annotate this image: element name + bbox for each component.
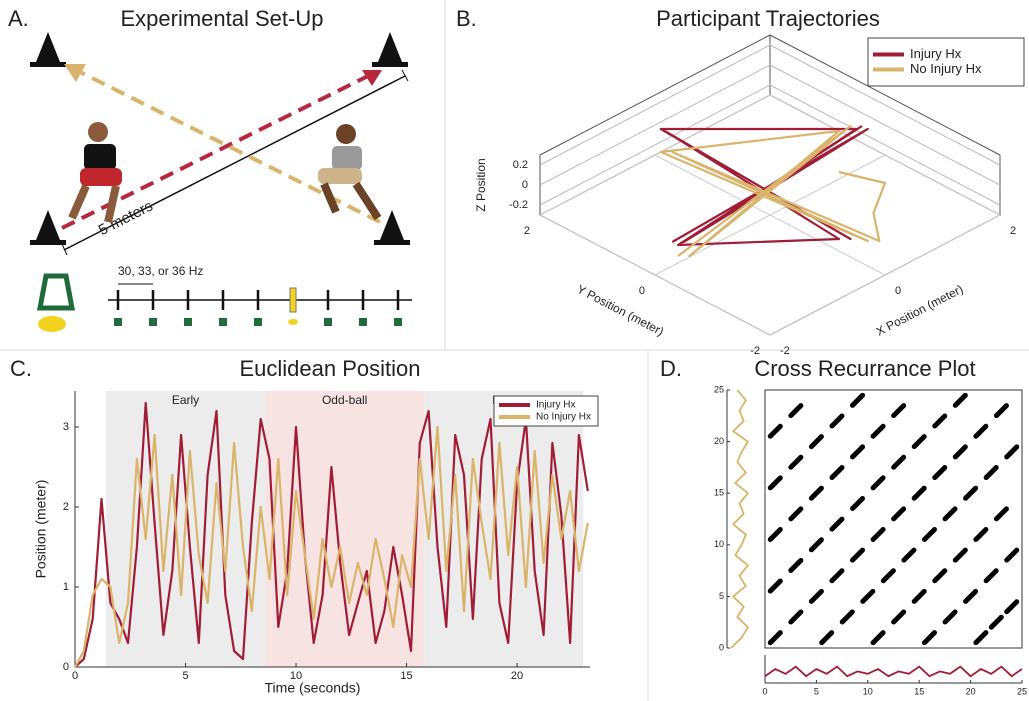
x-tick-label: 10 bbox=[863, 686, 873, 696]
region-label: Early bbox=[172, 393, 199, 407]
z-tick-label: 0.2 bbox=[513, 159, 528, 171]
y-tick-label: 0 bbox=[719, 642, 724, 652]
legend-label: Injury Hx bbox=[910, 46, 962, 61]
y-tick-label: 1 bbox=[63, 581, 69, 593]
panel-label: D. bbox=[660, 356, 682, 381]
chart-title: Cross Recurrance Plot bbox=[754, 356, 975, 381]
head bbox=[336, 124, 356, 144]
y-tick-label: 5 bbox=[719, 591, 724, 601]
z-tick-label: 0 bbox=[522, 179, 528, 191]
x-tick-label: 5 bbox=[814, 686, 819, 696]
beat-icon bbox=[288, 319, 298, 325]
y-tick-label: 25 bbox=[714, 384, 724, 394]
x-tick-label: 15 bbox=[914, 686, 924, 696]
x-tick-label: 0 bbox=[72, 670, 78, 682]
shorts bbox=[80, 168, 122, 186]
y-tick-label: 2 bbox=[63, 501, 69, 513]
x-tick-label: 5 bbox=[182, 670, 188, 682]
legend-label: No Injury Hx bbox=[536, 412, 591, 423]
y-axis-label: Position (meter) bbox=[33, 480, 49, 579]
x-tick-label: 20 bbox=[511, 670, 523, 682]
panel-label: A. bbox=[8, 6, 29, 31]
x-axis-label: Time (seconds) bbox=[265, 680, 361, 696]
oddball-tick bbox=[290, 288, 296, 312]
z-tick-label: -0.2 bbox=[509, 199, 528, 211]
y-tick-label: 15 bbox=[714, 488, 724, 498]
x-tick-label: 20 bbox=[966, 686, 976, 696]
legend-label: No Injury Hx bbox=[910, 61, 982, 76]
z-axis-label: Z Position bbox=[474, 158, 488, 211]
rate-label: 30, 33, or 36 Hz bbox=[118, 264, 203, 278]
panel-label: B. bbox=[456, 6, 477, 31]
x-tick-label: 0 bbox=[762, 686, 767, 696]
torso bbox=[84, 144, 116, 170]
x-tick-label: 0 bbox=[895, 285, 901, 297]
region-label: Odd-ball bbox=[322, 393, 367, 407]
y-tick-label: 0 bbox=[639, 285, 645, 297]
x-tick-label: 2 bbox=[1010, 225, 1016, 237]
head bbox=[88, 122, 108, 142]
chart-title: Euclidean Position bbox=[239, 356, 420, 381]
figure: A. Experimental Set-Up 5 meters bbox=[0, 0, 1029, 701]
y-tick-label: 0 bbox=[63, 661, 69, 673]
y-tick-label: 10 bbox=[714, 539, 724, 549]
y-tick-label: 3 bbox=[63, 421, 69, 433]
y-tick-label: 2 bbox=[524, 225, 530, 237]
shorts bbox=[318, 168, 362, 184]
whistle-icon bbox=[38, 316, 66, 332]
chart-title: Participant Trajectories bbox=[656, 6, 880, 31]
x-tick-label: 15 bbox=[400, 670, 412, 682]
x-tick-label: 25 bbox=[1017, 686, 1027, 696]
torso bbox=[332, 146, 362, 170]
panel-title: Experimental Set-Up bbox=[121, 6, 324, 31]
legend-label: Injury Hx bbox=[536, 400, 575, 411]
panel-label: C. bbox=[10, 356, 32, 381]
y-tick-label: 20 bbox=[714, 436, 724, 446]
